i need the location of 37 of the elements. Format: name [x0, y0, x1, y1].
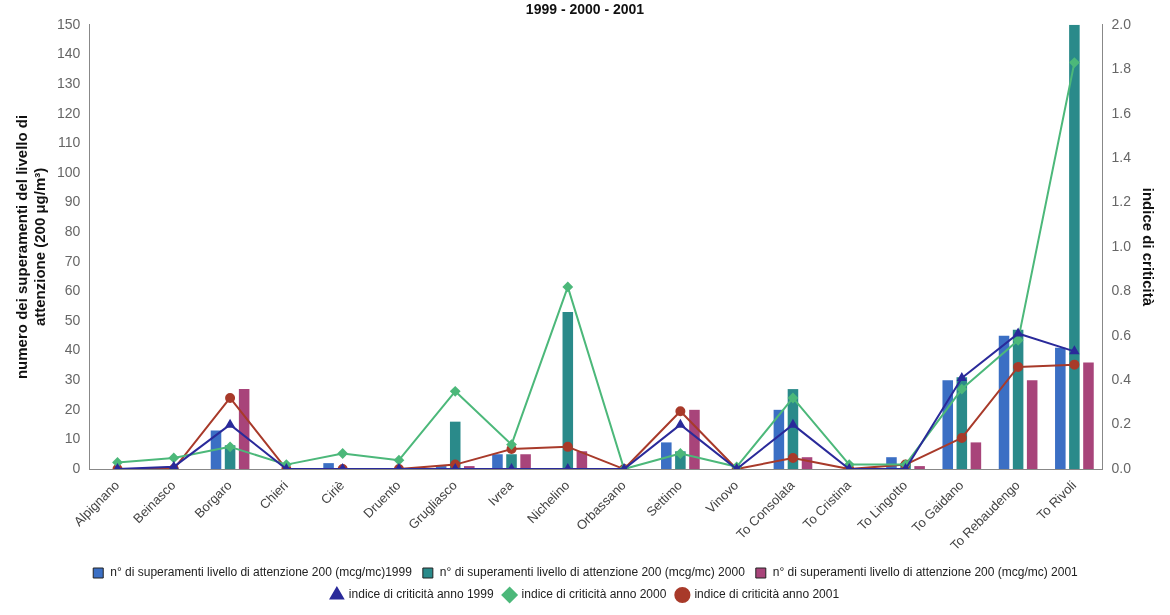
y-tick-label: 110 [58, 134, 81, 151]
y2-tick-label: 0.4 [1111, 371, 1132, 388]
y-tick-label: 80 [64, 222, 81, 239]
y2-axis-title: indice di criticità [1139, 187, 1157, 307]
y2-tick-label: 1.8 [1111, 60, 1132, 77]
y-tick-label: 20 [64, 400, 81, 417]
y-tick-label: 10 [64, 430, 81, 447]
y-tick-label: 30 [64, 371, 81, 388]
chart-title: 1999 - 2000 - 2001 [525, 1, 645, 18]
legend-label: indice di criticità anno 1999 [348, 587, 494, 602]
y-axis-title: numero dei superamenti del livello di attenzione (200 μg/m³) [13, 114, 49, 380]
y-tick-label: 130 [57, 74, 81, 91]
y-tick-label: 70 [64, 252, 81, 269]
y-tick-label: 140 [57, 45, 81, 62]
y-tick-label: 0 [72, 459, 81, 476]
legend-label: indice di criticità anno 2001 [694, 587, 840, 602]
y2-tick-label: 0.2 [1111, 415, 1132, 432]
y-tick-label: 150 [57, 15, 81, 32]
y-tick-label: 40 [64, 341, 81, 358]
x-tick-label: Ciriè [317, 477, 348, 508]
y-tick-label: 120 [57, 104, 81, 121]
y2-tick-label: 1.6 [1111, 104, 1132, 121]
y2-tick-label: 0.0 [1111, 459, 1132, 476]
y2-tick-label: 1.2 [1111, 193, 1132, 210]
y-tick-label: 50 [64, 311, 81, 328]
y-tick-label: 100 [57, 163, 81, 180]
y-tick-label: 90 [64, 193, 81, 210]
y2-tick-label: 1.4 [1111, 148, 1132, 165]
y2-tick-label: 2.0 [1111, 15, 1132, 32]
legend-label: indice di criticità anno 2000 [521, 587, 667, 602]
y-tick-label: 60 [64, 282, 81, 299]
legend-label: n° di superamenti livello di attenzione 200 (mcg/mc)1999 [110, 565, 413, 580]
legend-label: n° di superamenti livello di attenzione 200 (mcg/mc) 2001 [772, 565, 1079, 580]
y2-tick-label: 1.0 [1111, 237, 1132, 254]
y2-tick-label: 0.8 [1111, 282, 1132, 299]
legend-label: n° di superamenti livello di attenzione 200 (mcg/mc) 2000 [439, 565, 746, 580]
y2-tick-label: 0.6 [1111, 326, 1132, 343]
